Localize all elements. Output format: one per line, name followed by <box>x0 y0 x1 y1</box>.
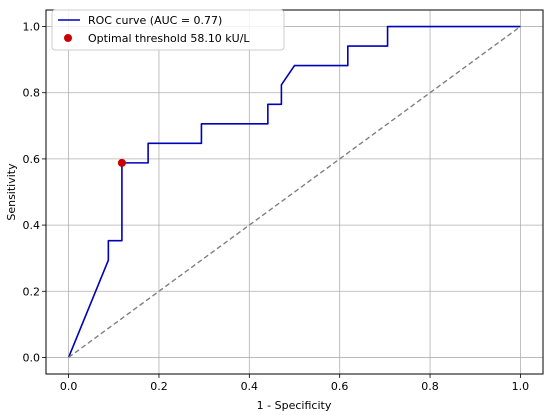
x-tick-label: 0.6 <box>331 380 349 393</box>
x-tick-label: 0.8 <box>421 380 439 393</box>
y-tick-label: 1.0 <box>23 21 41 34</box>
y-tick-label: 0.8 <box>23 87 41 100</box>
y-tick-label: 0.0 <box>23 351 41 364</box>
axis-ticks: 0.0 0.2 0.4 0.6 0.8 1.0 0.0 0.2 0.4 0.6 0.8 1.0 <box>23 21 530 393</box>
optimal-threshold-point <box>117 158 126 167</box>
plot-frame <box>45 9 544 375</box>
y-tick-label: 0.2 <box>23 285 41 298</box>
x-axis-label: 1 - Specificity <box>257 399 332 412</box>
legend-roc-label: ROC curve (AUC = 0.77) <box>88 14 222 27</box>
x-tick-label: 0.0 <box>60 380 78 393</box>
legend-marker-swatch <box>64 34 72 42</box>
legend-marker-label: Optimal threshold 58.10 kU/L <box>88 32 250 45</box>
y-tick-label: 0.4 <box>23 219 41 232</box>
legend-box <box>51 9 285 51</box>
legend: ROC curve (AUC = 0.77) Optimal threshold… <box>51 9 285 51</box>
series-layer <box>67 25 521 359</box>
chance-diagonal-line <box>68 25 521 359</box>
roc-curve-line <box>67 25 521 358</box>
marker-layer <box>117 158 126 167</box>
x-tick-label: 0.4 <box>241 380 259 393</box>
x-tick-label: 0.2 <box>150 380 168 393</box>
y-axis-label: Sensitivity <box>5 163 18 221</box>
x-tick-label: 1.0 <box>512 380 530 393</box>
y-tick-label: 0.6 <box>23 153 41 166</box>
